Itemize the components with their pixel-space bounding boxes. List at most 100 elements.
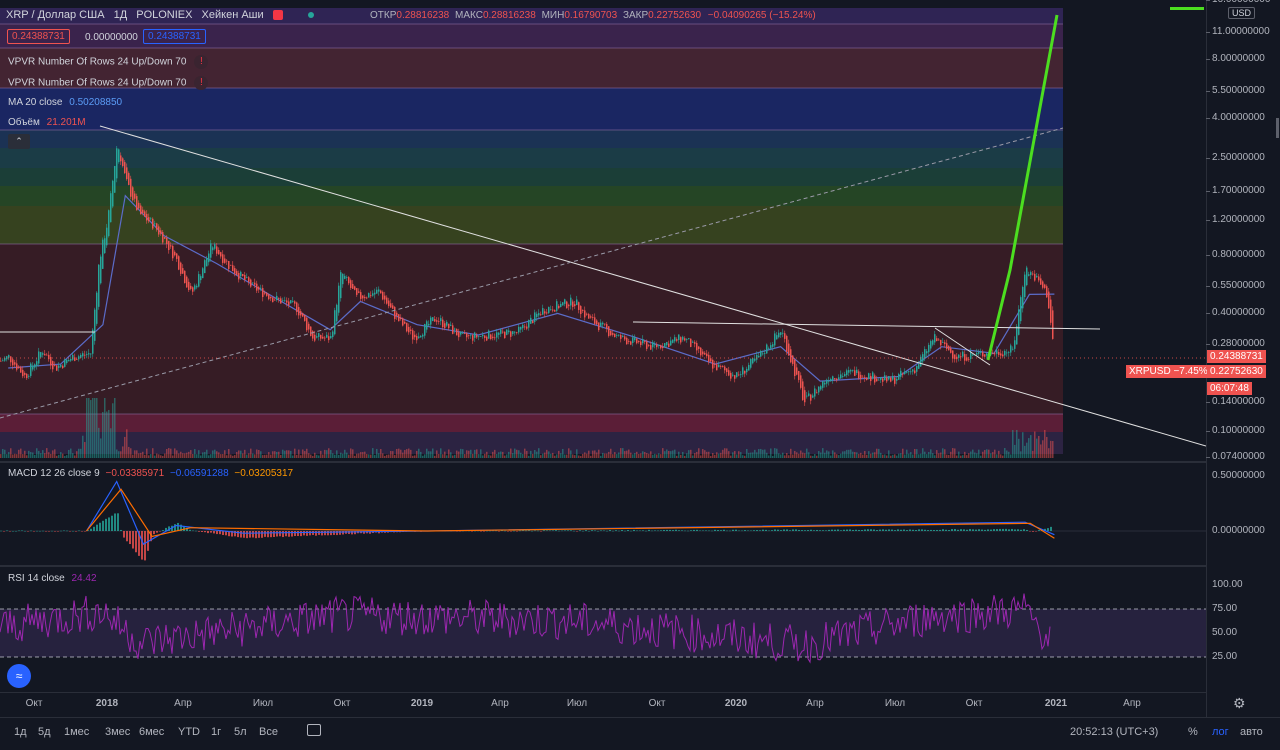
candle — [446, 321, 448, 326]
candle — [302, 313, 304, 317]
volume-bar — [218, 452, 220, 458]
candle — [806, 395, 808, 397]
volume-bar — [562, 448, 564, 458]
macd-histogram-bar — [351, 531, 353, 535]
volume-bar — [834, 452, 836, 458]
buy-price-button[interactable]: 0.24388731 — [143, 29, 206, 44]
percent-toggle[interactable]: % — [1188, 726, 1198, 738]
vpvr-legend-1[interactable]: VPVR Number Of Rows 24 Up/Down 70! — [8, 55, 209, 69]
pane-separator[interactable] — [0, 565, 1206, 567]
volume-bar — [524, 448, 526, 458]
candle — [380, 290, 382, 294]
volume-bar — [224, 450, 226, 458]
auto-toggle[interactable]: авто — [1240, 726, 1263, 738]
macd-histogram-bar — [102, 520, 104, 531]
timeframe-button[interactable]: 5д — [38, 726, 51, 738]
candle — [396, 312, 398, 316]
candle — [342, 273, 344, 285]
candle — [170, 245, 172, 247]
candle — [250, 279, 252, 287]
candle — [474, 332, 476, 338]
scroll-handle[interactable] — [1276, 118, 1279, 138]
price-pane[interactable] — [0, 0, 1206, 460]
candle — [528, 320, 530, 328]
candle — [440, 318, 442, 322]
timeframe-button[interactable]: 1д — [14, 726, 27, 738]
candle — [588, 314, 590, 319]
candle — [726, 368, 728, 373]
ma-legend[interactable]: MA 20 close 0.50208850 — [8, 97, 122, 108]
candle — [900, 370, 902, 377]
macd-label: MACD 12 26 close 9 — [8, 468, 100, 479]
timeframe-button[interactable]: 6мес — [139, 726, 165, 738]
macd-legend[interactable]: MACD 12 26 close 9 −0.03385971 −0.065912… — [8, 468, 293, 479]
candle — [158, 226, 160, 235]
vpvr-legend-2[interactable]: VPVR Number Of Rows 24 Up/Down 70! — [8, 76, 209, 90]
macd-histogram-bar — [585, 530, 587, 531]
macd-histogram-bar — [474, 530, 476, 532]
macd-histogram-bar — [84, 531, 86, 532]
candle — [502, 331, 504, 333]
volume-bar — [440, 448, 442, 458]
timeframe-button[interactable]: 3мес — [105, 726, 131, 738]
warning-icon[interactable]: ! — [194, 55, 209, 69]
macd-histogram-bar — [492, 530, 494, 532]
volume-bar — [1040, 444, 1042, 458]
candle — [824, 382, 826, 385]
macd-histogram-bar — [159, 531, 161, 532]
volume-bar — [152, 448, 154, 458]
volume-bar — [604, 453, 606, 458]
volume-bar — [94, 398, 96, 458]
tradingview-logo-icon[interactable]: ≈ — [7, 664, 31, 688]
macd-histogram-bar — [891, 529, 893, 531]
time-tick-label: 2018 — [95, 698, 119, 709]
sell-price-button[interactable]: 0.24388731 — [7, 29, 70, 44]
rsi-legend[interactable]: RSI 14 close 24.42 — [8, 573, 97, 584]
timeframe-button[interactable]: 1г — [211, 726, 222, 738]
time-tick-label: Апр — [491, 698, 509, 709]
volume-bar — [880, 452, 882, 458]
collapse-legend-button[interactable]: ⌃ — [8, 134, 30, 149]
candle — [328, 336, 330, 341]
log-toggle[interactable]: лог — [1212, 726, 1229, 738]
timeframe-button[interactable]: Все — [259, 726, 278, 738]
volume-bar — [606, 453, 608, 458]
symbol-legend[interactable]: XRP / Доллар США 1Д POLONIEX Хейкен Аши — [6, 9, 314, 21]
volume-bar — [150, 454, 152, 458]
volume-bar — [594, 450, 596, 458]
candle — [808, 393, 810, 396]
candle — [18, 366, 20, 369]
candle — [466, 333, 468, 338]
rsi-pane[interactable] — [0, 567, 1206, 692]
candle — [920, 356, 922, 367]
candle — [932, 340, 934, 345]
macd-histogram-bar — [243, 531, 245, 538]
candle — [1052, 310, 1054, 339]
volume-bar — [356, 453, 358, 458]
volume-bar — [886, 455, 888, 458]
date-range-icon[interactable] — [307, 724, 321, 736]
macd-histogram-bar — [252, 531, 254, 538]
pane-separator[interactable] — [0, 461, 1206, 463]
candle — [878, 379, 880, 381]
volume-bar — [294, 448, 296, 458]
volume-bar — [436, 450, 438, 458]
macd-histogram-bar — [765, 529, 767, 531]
timeframe-button[interactable]: YTD — [178, 726, 200, 738]
warning-icon[interactable]: ! — [194, 76, 209, 90]
price-tick-label: 0.55000000 — [1212, 280, 1265, 292]
macd-pane[interactable] — [0, 463, 1206, 563]
volume-bar — [1002, 455, 1004, 458]
timeframe-button[interactable]: 1мес — [64, 726, 90, 738]
settings-gear-icon[interactable]: ⚙ — [1233, 695, 1246, 711]
clock: 20:52:13 (UTC+3) — [1070, 726, 1159, 738]
macd-histogram-bar — [813, 530, 815, 531]
macd-histogram-bar — [522, 530, 524, 531]
time-axis-border — [0, 692, 1206, 693]
candle — [850, 370, 852, 372]
alert-icon[interactable] — [272, 10, 283, 21]
volume-legend[interactable]: Объём 21.201M — [8, 117, 86, 128]
candle — [412, 330, 414, 340]
candle — [930, 341, 932, 349]
timeframe-button[interactable]: 5л — [234, 726, 247, 738]
